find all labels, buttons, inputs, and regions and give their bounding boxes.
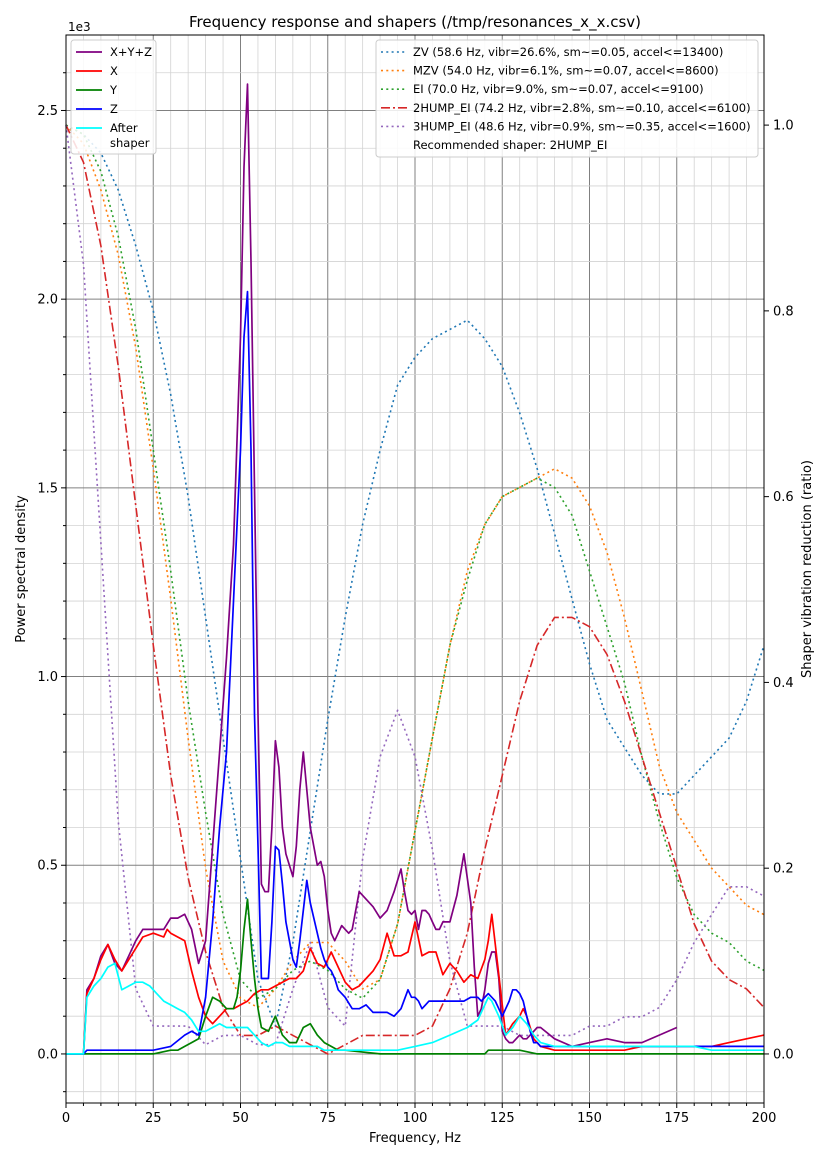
x-tick-label: 200 — [752, 1111, 777, 1126]
legend-label: shaper — [110, 136, 150, 150]
shaper-line — [65, 124, 765, 1000]
y-offset-label: 1e3 — [68, 20, 91, 34]
legend-label: MZV (54.0 Hz, vibr=6.1%, sm~=0.07, accel… — [413, 64, 719, 78]
shaper-series-lines — [65, 124, 765, 1055]
psd-line — [66, 83, 678, 1055]
legend-label: X — [110, 64, 118, 78]
x-tick-label: 75 — [319, 1111, 336, 1126]
x-tick-label: 25 — [145, 1111, 162, 1126]
shaper-line — [65, 124, 765, 1027]
legend-right: ZV (58.6 Hz, vibr=26.6%, sm~=0.05, accel… — [375, 39, 759, 158]
legend-label: EI (70.0 Hz, vibr=9.0%, sm~=0.07, accel<… — [413, 82, 704, 96]
legend-label: Z — [110, 102, 118, 116]
x-tick-label: 125 — [490, 1111, 515, 1126]
legend-recommended-note: Recommended shaper: 2HUMP_EI — [413, 138, 607, 152]
y2-tick-label: 0.0 — [773, 1047, 794, 1062]
y-tick-label: 2.5 — [37, 104, 58, 119]
y-tick-label: 1.0 — [37, 670, 58, 685]
x-tick-label: 175 — [664, 1111, 689, 1126]
x-axis: 0 25 50 75 100 125 150 175 200 — [62, 1103, 777, 1126]
legend-label: Y — [109, 83, 118, 97]
y2-tick-label: 0.8 — [773, 304, 794, 319]
y2-tick-label: 1.0 — [773, 119, 794, 134]
x-axis-label: Frequency, Hz — [369, 1131, 461, 1146]
grid — [65, 35, 765, 1103]
y-tick-label: 0.5 — [37, 859, 58, 874]
y2-axis-label: Shaper vibration reduction (ratio) — [800, 460, 815, 678]
x-tick-label: 150 — [577, 1111, 602, 1126]
legend-label: After — [110, 121, 138, 135]
legend-label: X+Y+Z — [110, 45, 152, 59]
y2-tick-label: 0.2 — [773, 862, 794, 877]
x-tick-label: 100 — [403, 1111, 428, 1126]
y-tick-label: 0.0 — [37, 1047, 58, 1062]
psd-line — [66, 962, 764, 1055]
y-axis-label: Power spectral density — [14, 495, 29, 643]
psd-series-lines — [66, 83, 765, 1055]
y-axis-right: 0.0 0.2 0.4 0.6 0.8 1.0 — [764, 119, 794, 1062]
shaper-line — [65, 124, 765, 1009]
legend-left-box — [70, 39, 157, 155]
psd-line — [66, 898, 764, 1055]
y-tick-label: 1.5 — [37, 481, 58, 496]
legend-label: ZV (58.6 Hz, vibr=26.6%, sm~=0.05, accel… — [413, 45, 723, 59]
psd-line — [66, 290, 764, 1055]
legend-label: 2HUMP_EI (74.2 Hz, vibr=2.8%, sm~=0.10, … — [413, 101, 751, 115]
x-tick-label: 50 — [232, 1111, 249, 1126]
legend-right-box — [375, 39, 759, 158]
psd-line — [66, 913, 765, 1055]
x-tick-label: 0 — [62, 1111, 70, 1126]
y-axis-left: 0.0 0.5 1.0 1.5 2.0 2.5 — [37, 72, 66, 1093]
y2-tick-label: 0.4 — [773, 676, 794, 691]
legend-label: 3HUMP_EI (48.6 Hz, vibr=0.9%, sm~=0.35, … — [413, 119, 751, 133]
y-tick-label: 2.0 — [37, 293, 58, 308]
y2-tick-label: 0.6 — [773, 490, 794, 505]
chart-title: Frequency response and shapers (/tmp/res… — [189, 13, 641, 32]
